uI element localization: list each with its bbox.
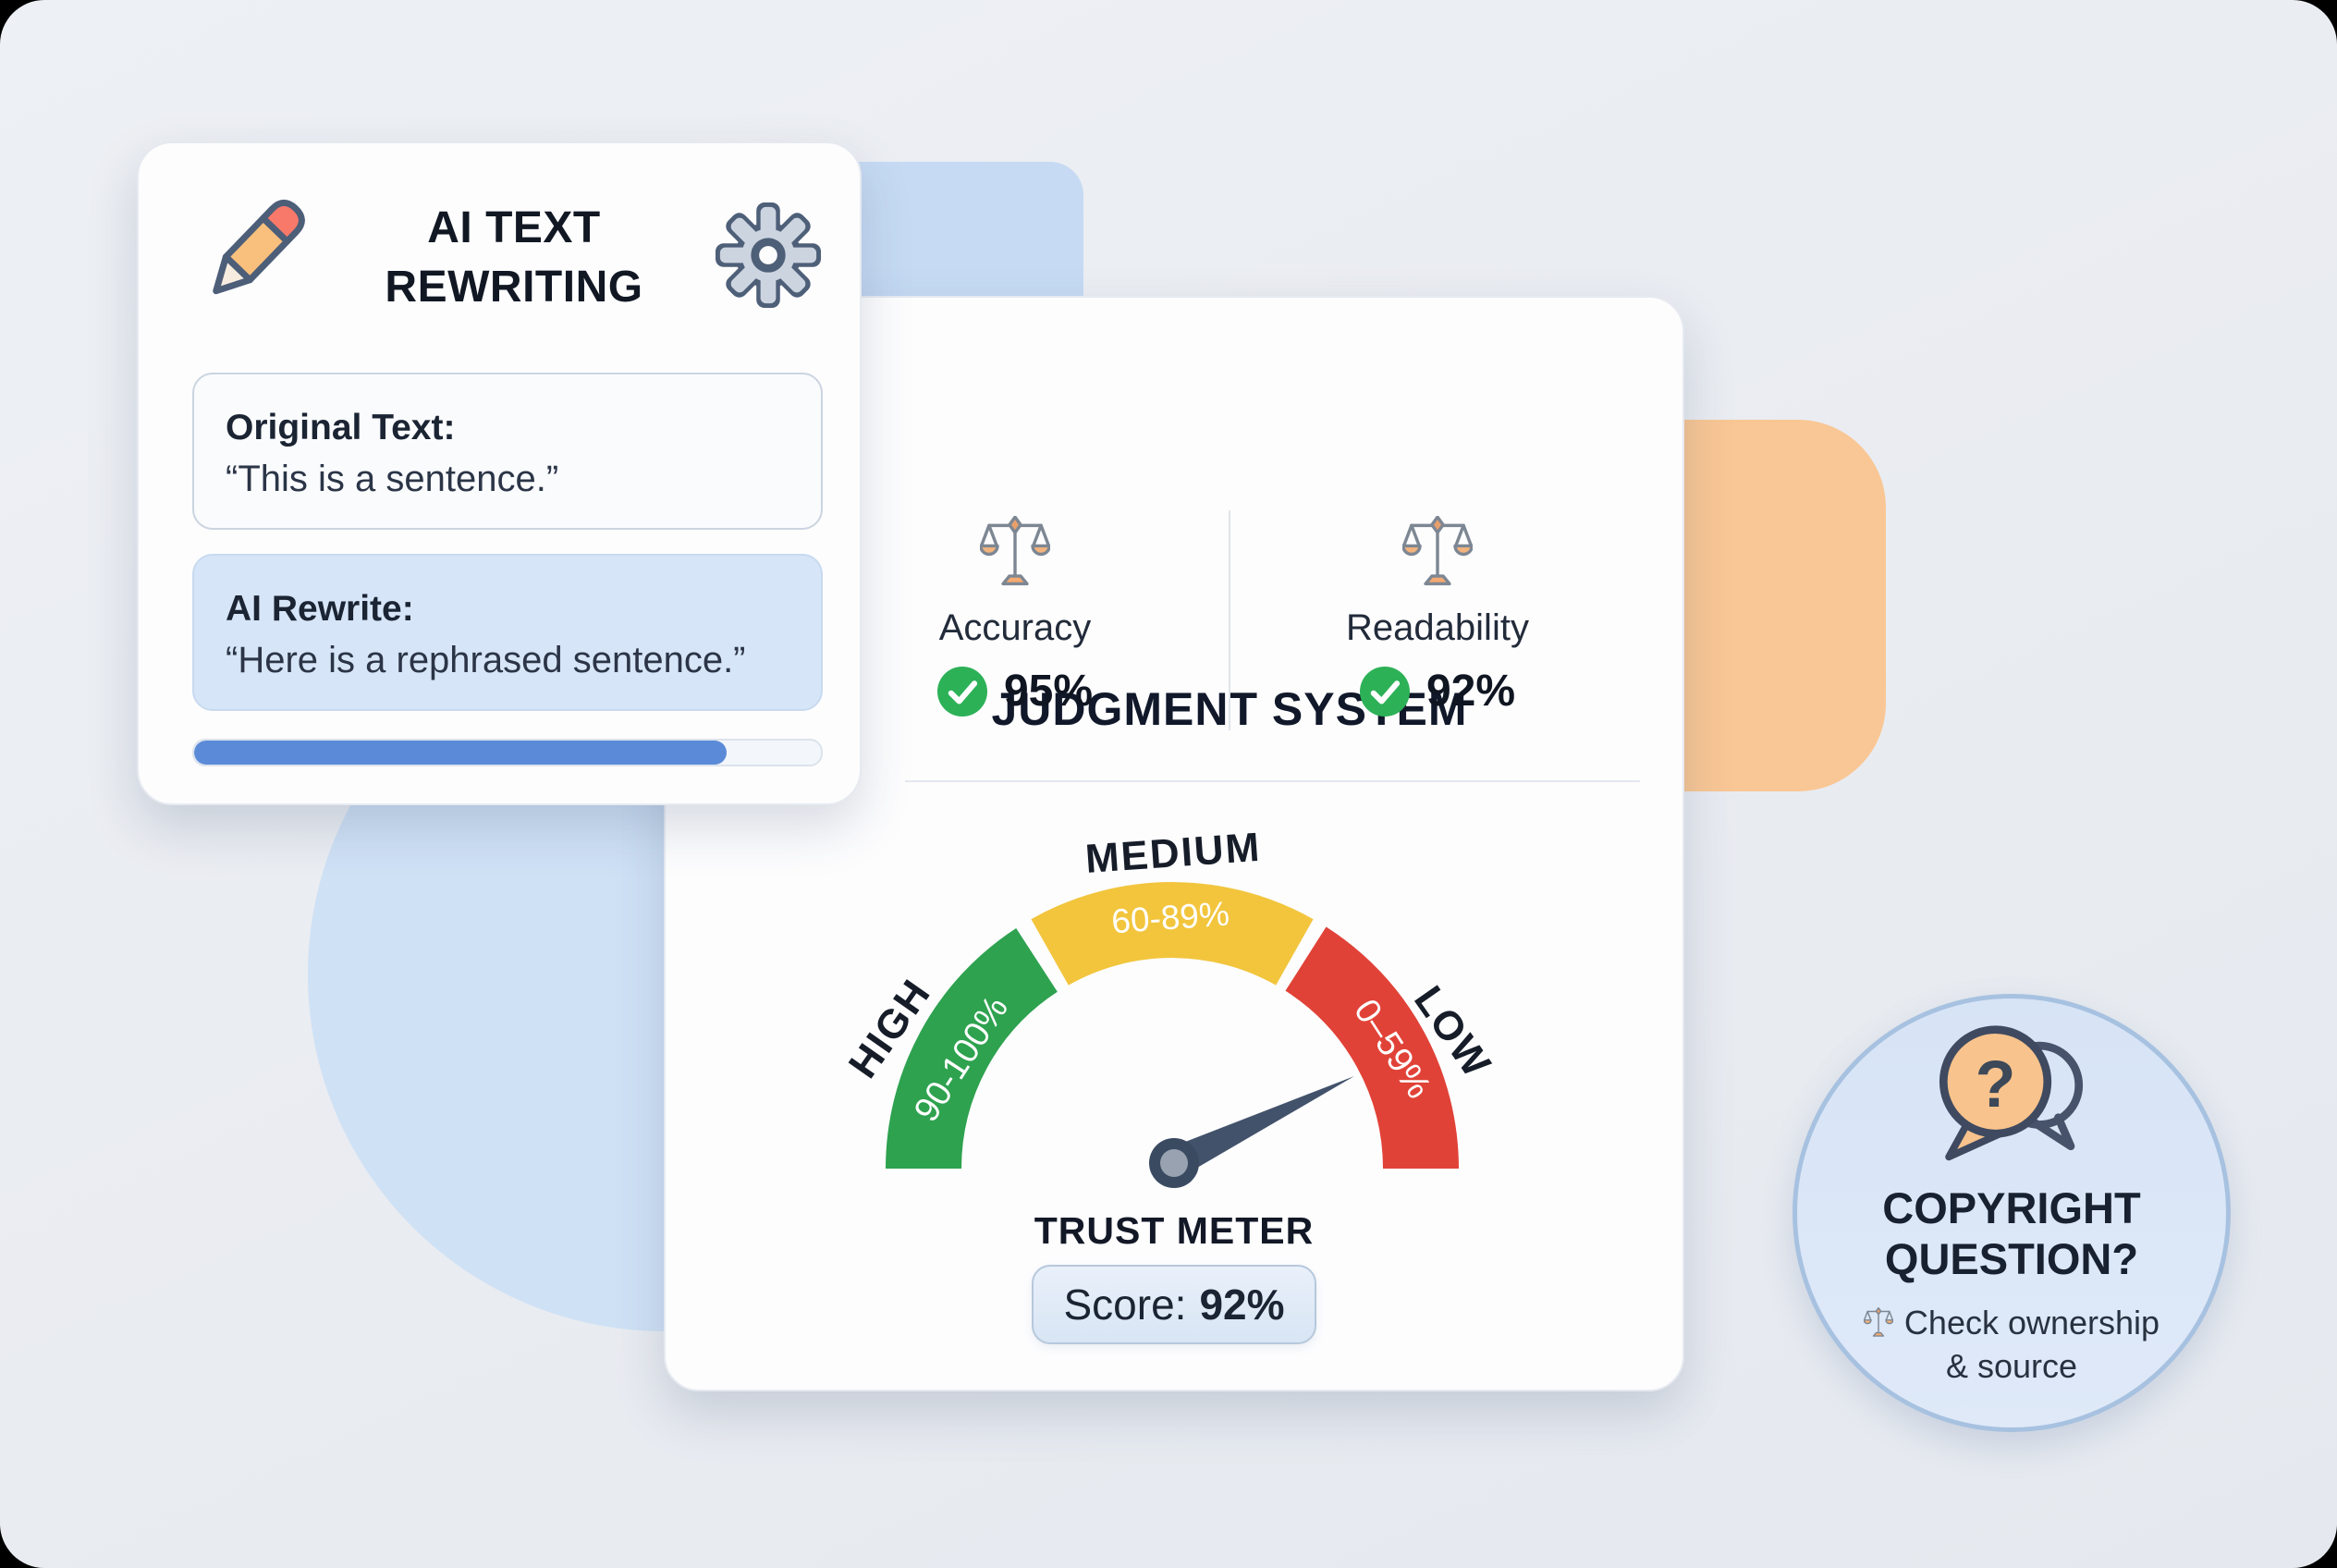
metric-accuracy: Accuracy 95% bbox=[830, 515, 1200, 717]
progress-bar-fill bbox=[194, 741, 728, 765]
gauge-zone-medium bbox=[1031, 882, 1314, 986]
svg-text:?: ? bbox=[1976, 1047, 2016, 1121]
trust-meter-caption: TRUST METER bbox=[1034, 1209, 1315, 1252]
gauge-zone-high bbox=[886, 928, 1058, 1170]
rewrite-card-header: AI TEXT REWRITING bbox=[192, 186, 823, 329]
metric-readability: Readability 92% bbox=[1253, 515, 1622, 717]
rewrite-card-title-line1: AI TEXT bbox=[427, 203, 601, 253]
original-text-value: “This is a sentence.” bbox=[226, 459, 559, 499]
original-text-label: Original Text: bbox=[226, 408, 456, 447]
rewrite-card-title: AI TEXT REWRITING bbox=[314, 199, 714, 316]
copyright-badge: ? COPYRIGHT QUESTION? Check ownership & … bbox=[1793, 994, 2231, 1432]
pencil-icon bbox=[192, 186, 314, 329]
copyright-note-line1: Check ownership bbox=[1903, 1303, 2160, 1341]
score-badge: Score: 92% bbox=[1032, 1265, 1316, 1344]
horizontal-divider bbox=[905, 780, 1640, 782]
gauge-label-medium: MEDIUM bbox=[1083, 825, 1262, 882]
ai-rewrite-label: AI Rewrite: bbox=[226, 589, 414, 629]
metric-accuracy-value: 95% bbox=[1003, 667, 1094, 716]
score-label: Score: bbox=[1063, 1280, 1187, 1329]
progress-bar bbox=[192, 739, 823, 766]
copyright-note-line2: & source bbox=[1945, 1346, 2078, 1385]
copyright-title-line2: QUESTION? bbox=[1884, 1234, 2139, 1284]
gear-icon[interactable] bbox=[714, 201, 823, 314]
rewrite-card-title-line2: REWRITING bbox=[385, 262, 643, 312]
question-speech-bubbles-icon: ? bbox=[1919, 1021, 2104, 1173]
copyright-title: COPYRIGHT QUESTION? bbox=[1882, 1182, 2140, 1285]
vertical-divider bbox=[1229, 510, 1230, 730]
trust-gauge: 90-100% 60-89% 0–59% HIGH MEDIUM LOW bbox=[840, 825, 1499, 1188]
rewrite-card: AI TEXT REWRITING bbox=[137, 141, 862, 805]
metric-readability-label: Readability bbox=[1346, 607, 1529, 648]
metric-accuracy-label: Accuracy bbox=[938, 607, 1092, 648]
gauge-range-medium: 60-89% bbox=[1110, 895, 1230, 941]
copyright-note: Check ownership & source bbox=[1863, 1302, 2160, 1389]
scales-icon bbox=[1863, 1307, 1893, 1338]
ai-rewrite-box: AI Rewrite: “Here is a rephrased sentenc… bbox=[192, 554, 823, 711]
metric-readability-value: 92% bbox=[1425, 667, 1516, 716]
gauge-zone-low bbox=[1284, 926, 1459, 1170]
ai-rewrite-value: “Here is a rephrased sentence.” bbox=[226, 640, 746, 680]
copyright-title-line1: COPYRIGHT bbox=[1882, 1183, 2141, 1232]
gauge-needle bbox=[1149, 1076, 1354, 1188]
original-text-box: Original Text: “This is a sentence.” bbox=[192, 373, 823, 530]
score-value: 92% bbox=[1199, 1280, 1285, 1329]
